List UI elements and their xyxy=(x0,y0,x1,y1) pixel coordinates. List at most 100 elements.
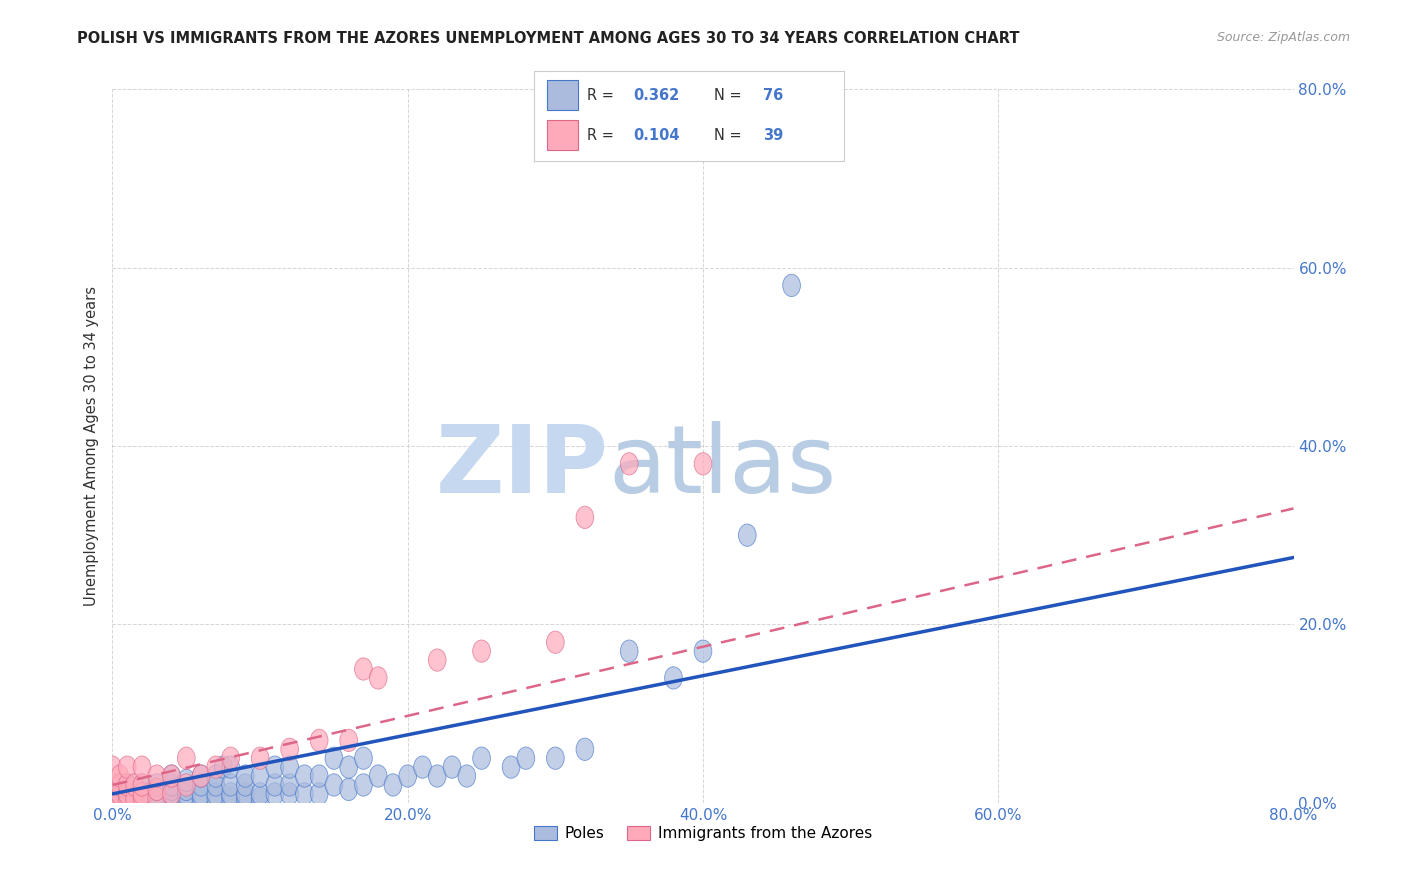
Ellipse shape xyxy=(148,788,166,810)
Ellipse shape xyxy=(104,788,121,810)
Ellipse shape xyxy=(429,649,446,671)
Ellipse shape xyxy=(370,765,387,788)
Text: ZIP: ZIP xyxy=(436,421,609,514)
Ellipse shape xyxy=(177,769,195,792)
Ellipse shape xyxy=(163,783,180,805)
Ellipse shape xyxy=(281,774,298,797)
Ellipse shape xyxy=(134,788,150,810)
Ellipse shape xyxy=(118,756,136,778)
Ellipse shape xyxy=(111,783,129,805)
Ellipse shape xyxy=(177,774,195,797)
Ellipse shape xyxy=(163,788,180,810)
Ellipse shape xyxy=(340,756,357,778)
Ellipse shape xyxy=(472,640,491,662)
Ellipse shape xyxy=(134,756,150,778)
Bar xyxy=(547,120,578,150)
Ellipse shape xyxy=(783,275,800,296)
Ellipse shape xyxy=(141,788,159,810)
Ellipse shape xyxy=(163,765,180,788)
Ellipse shape xyxy=(325,747,343,769)
Ellipse shape xyxy=(354,658,373,680)
Text: atlas: atlas xyxy=(609,421,837,514)
Text: R =: R = xyxy=(586,88,619,103)
Ellipse shape xyxy=(104,783,121,805)
Text: R =: R = xyxy=(586,128,619,143)
Ellipse shape xyxy=(207,765,225,788)
Ellipse shape xyxy=(370,667,387,689)
Ellipse shape xyxy=(311,783,328,805)
Ellipse shape xyxy=(281,739,298,760)
Ellipse shape xyxy=(443,756,461,778)
Ellipse shape xyxy=(222,747,239,769)
Ellipse shape xyxy=(177,788,195,810)
Ellipse shape xyxy=(148,765,166,788)
Ellipse shape xyxy=(163,783,180,805)
Ellipse shape xyxy=(236,765,254,788)
Ellipse shape xyxy=(413,756,432,778)
Ellipse shape xyxy=(236,783,254,805)
Ellipse shape xyxy=(354,774,373,797)
Ellipse shape xyxy=(311,765,328,788)
Ellipse shape xyxy=(214,756,232,778)
Ellipse shape xyxy=(207,788,225,810)
Ellipse shape xyxy=(125,788,143,810)
Ellipse shape xyxy=(576,507,593,528)
Ellipse shape xyxy=(252,788,269,810)
Ellipse shape xyxy=(325,774,343,797)
Ellipse shape xyxy=(104,774,121,797)
Ellipse shape xyxy=(148,788,166,810)
Text: N =: N = xyxy=(714,128,747,143)
Ellipse shape xyxy=(207,756,225,778)
Ellipse shape xyxy=(193,765,209,788)
Ellipse shape xyxy=(340,730,357,751)
Ellipse shape xyxy=(104,783,121,805)
Ellipse shape xyxy=(134,783,150,805)
Ellipse shape xyxy=(576,739,593,760)
Ellipse shape xyxy=(517,747,534,769)
Ellipse shape xyxy=(177,778,195,801)
Ellipse shape xyxy=(207,783,225,805)
Ellipse shape xyxy=(222,788,239,810)
Ellipse shape xyxy=(236,788,254,810)
Ellipse shape xyxy=(134,774,150,797)
Ellipse shape xyxy=(311,730,328,751)
Ellipse shape xyxy=(252,765,269,788)
Ellipse shape xyxy=(281,783,298,805)
Ellipse shape xyxy=(193,765,209,788)
Text: Source: ZipAtlas.com: Source: ZipAtlas.com xyxy=(1216,31,1350,45)
Ellipse shape xyxy=(222,756,239,778)
Ellipse shape xyxy=(620,640,638,662)
Ellipse shape xyxy=(399,765,416,788)
Bar xyxy=(547,80,578,110)
Text: 0.104: 0.104 xyxy=(633,128,679,143)
Ellipse shape xyxy=(193,783,209,805)
Text: POLISH VS IMMIGRANTS FROM THE AZORES UNEMPLOYMENT AMONG AGES 30 TO 34 YEARS CORR: POLISH VS IMMIGRANTS FROM THE AZORES UNE… xyxy=(77,31,1019,46)
Ellipse shape xyxy=(695,452,711,475)
Ellipse shape xyxy=(207,774,225,797)
Ellipse shape xyxy=(177,747,195,769)
Text: 39: 39 xyxy=(763,128,783,143)
Ellipse shape xyxy=(134,788,150,810)
Ellipse shape xyxy=(222,774,239,797)
Ellipse shape xyxy=(252,747,269,769)
Ellipse shape xyxy=(547,632,564,653)
Ellipse shape xyxy=(266,783,284,805)
Ellipse shape xyxy=(502,756,520,778)
Ellipse shape xyxy=(118,783,136,805)
Ellipse shape xyxy=(340,778,357,801)
Ellipse shape xyxy=(458,765,475,788)
Ellipse shape xyxy=(141,783,159,805)
Ellipse shape xyxy=(104,756,121,778)
Ellipse shape xyxy=(384,774,402,797)
Ellipse shape xyxy=(695,640,711,662)
Ellipse shape xyxy=(236,774,254,797)
Ellipse shape xyxy=(125,788,143,810)
Ellipse shape xyxy=(134,783,150,805)
Ellipse shape xyxy=(252,783,269,805)
Ellipse shape xyxy=(193,774,209,797)
Ellipse shape xyxy=(163,774,180,797)
Ellipse shape xyxy=(111,774,129,797)
Ellipse shape xyxy=(118,783,136,805)
Ellipse shape xyxy=(118,774,136,797)
Ellipse shape xyxy=(738,524,756,546)
